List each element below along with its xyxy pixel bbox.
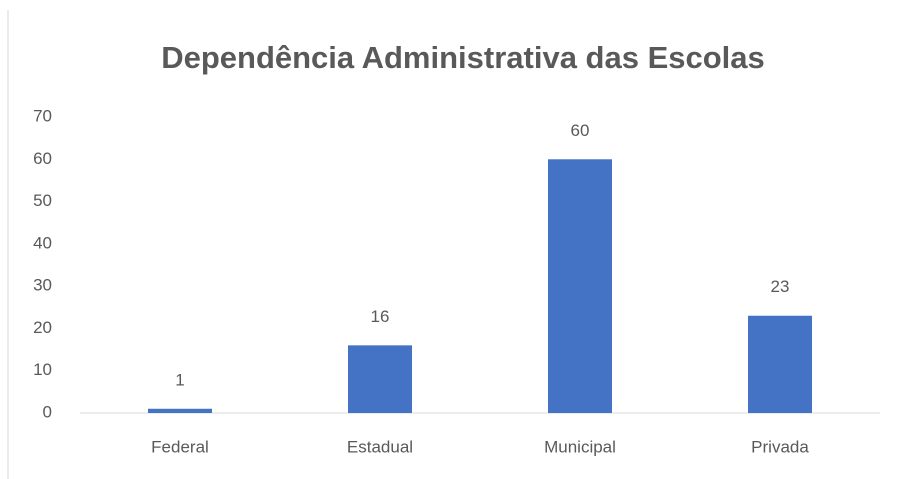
x-tick-label: Privada bbox=[751, 437, 809, 456]
y-tick-label: 50 bbox=[33, 191, 52, 210]
y-tick-label: 70 bbox=[33, 106, 52, 125]
data-label: 1 bbox=[175, 370, 184, 389]
bar bbox=[548, 159, 612, 413]
x-tick-label: Federal bbox=[151, 437, 209, 456]
data-label: 60 bbox=[571, 121, 590, 140]
y-tick-label: 60 bbox=[33, 149, 52, 168]
data-label: 23 bbox=[771, 277, 790, 296]
x-tick-label: Estadual bbox=[347, 437, 413, 456]
bar bbox=[348, 345, 412, 413]
y-tick-label: 30 bbox=[33, 276, 52, 295]
chart-title: Dependência Administrativa das Escolas bbox=[161, 40, 765, 75]
bar bbox=[148, 408, 212, 413]
data-label: 16 bbox=[371, 307, 390, 326]
y-tick-label: 10 bbox=[33, 360, 52, 379]
y-tick-label: 20 bbox=[33, 318, 52, 337]
bar bbox=[748, 315, 812, 413]
y-tick-label: 0 bbox=[43, 402, 52, 421]
y-tick-label: 40 bbox=[33, 233, 52, 252]
x-tick-label: Municipal bbox=[544, 437, 616, 456]
